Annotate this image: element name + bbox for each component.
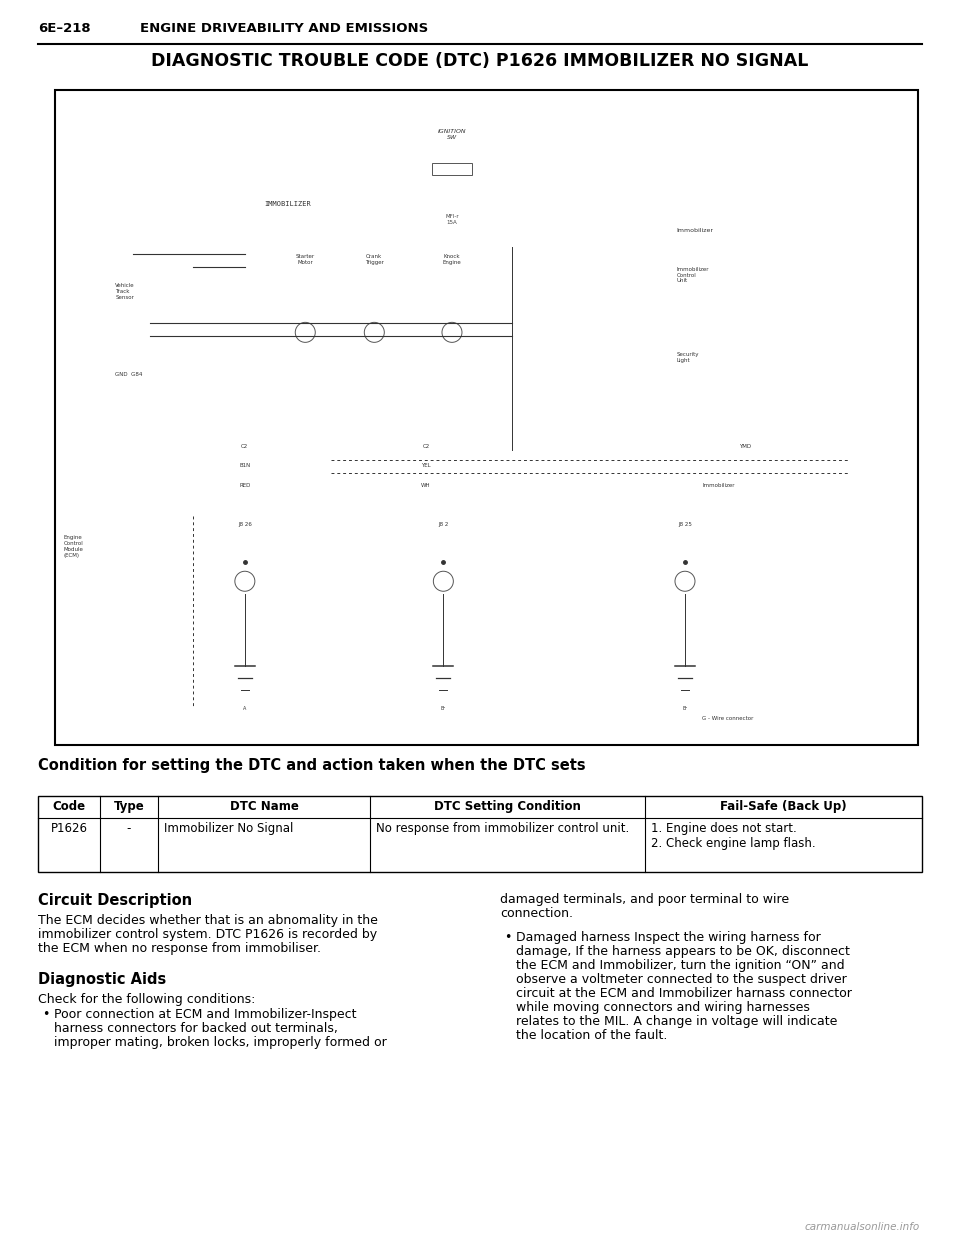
Text: Diagnostic Aids: Diagnostic Aids xyxy=(38,972,166,987)
Text: GND  G84: GND G84 xyxy=(115,371,143,376)
Text: No response from immobilizer control unit.: No response from immobilizer control uni… xyxy=(376,822,629,835)
Text: DTC Name: DTC Name xyxy=(229,800,299,814)
Text: B¹: B¹ xyxy=(683,705,687,710)
Text: Type: Type xyxy=(113,800,144,814)
Text: Starter
Motor: Starter Motor xyxy=(296,253,315,265)
Text: •: • xyxy=(42,1009,49,1021)
Text: B¹: B¹ xyxy=(441,705,446,710)
Text: relates to the MIL. A change in voltage will indicate: relates to the MIL. A change in voltage … xyxy=(516,1015,837,1028)
Bar xyxy=(38,796,922,872)
Text: Damaged harness Inspect the wiring harness for: Damaged harness Inspect the wiring harne… xyxy=(516,932,821,944)
Text: C2: C2 xyxy=(241,443,249,448)
Text: circuit at the ECM and Immobilizer harnass connector: circuit at the ECM and Immobilizer harna… xyxy=(516,987,852,1000)
Text: G - Wire connector: G - Wire connector xyxy=(703,715,754,720)
Text: Immobilizer
Control
Unit: Immobilizer Control Unit xyxy=(677,267,708,283)
Text: the location of the fault.: the location of the fault. xyxy=(516,1030,667,1042)
Text: 6E–218: 6E–218 xyxy=(38,22,90,35)
Text: P1626: P1626 xyxy=(51,822,87,835)
Text: the ECM when no response from immobiliser.: the ECM when no response from immobilise… xyxy=(38,941,321,955)
Text: Knock
Engine: Knock Engine xyxy=(443,253,462,265)
Text: ENGINE DRIVEABILITY AND EMISSIONS: ENGINE DRIVEABILITY AND EMISSIONS xyxy=(140,22,428,35)
Text: YEL: YEL xyxy=(421,463,431,468)
Text: connection.: connection. xyxy=(500,907,573,920)
Text: Fail-Safe (Back Up): Fail-Safe (Back Up) xyxy=(720,800,847,814)
Text: Vehicle
Track
Sensor: Vehicle Track Sensor xyxy=(115,283,135,299)
Text: YMD: YMD xyxy=(739,443,752,448)
Text: •: • xyxy=(504,932,512,944)
Text: RED: RED xyxy=(239,483,251,488)
Text: A: A xyxy=(243,705,247,710)
Text: Code: Code xyxy=(53,800,85,814)
Text: DIAGNOSTIC TROUBLE CODE (DTC) P1626 IMMOBILIZER NO SIGNAL: DIAGNOSTIC TROUBLE CODE (DTC) P1626 IMMO… xyxy=(152,52,808,70)
Text: J8 26: J8 26 xyxy=(238,523,252,528)
Text: carmanualsonline.info: carmanualsonline.info xyxy=(804,1222,920,1232)
Text: observe a voltmeter connected to the suspect driver: observe a voltmeter connected to the sus… xyxy=(516,972,847,986)
Text: Crank
Trigger: Crank Trigger xyxy=(365,253,384,265)
Text: Check for the following conditions:: Check for the following conditions: xyxy=(38,994,255,1006)
Text: Condition for setting the DTC and action taken when the DTC sets: Condition for setting the DTC and action… xyxy=(38,758,586,773)
Text: while moving connectors and wiring harnesses: while moving connectors and wiring harne… xyxy=(516,1001,810,1013)
Text: WH: WH xyxy=(421,483,431,488)
Text: Immobilizer: Immobilizer xyxy=(677,227,713,232)
Text: damage, If the harness appears to be OK, disconnect: damage, If the harness appears to be OK,… xyxy=(516,945,850,958)
Text: IGNITION
SW: IGNITION SW xyxy=(438,129,467,140)
Text: IMMOBILIZER: IMMOBILIZER xyxy=(265,201,311,207)
Text: 1. Engine does not start.
2. Check engine lamp flash.: 1. Engine does not start. 2. Check engin… xyxy=(651,822,816,850)
Bar xyxy=(432,163,472,175)
Text: J8 2: J8 2 xyxy=(438,523,448,528)
Text: DTC Setting Condition: DTC Setting Condition xyxy=(434,800,581,814)
Text: Poor connection at ECM and Immobilizer-Inspect: Poor connection at ECM and Immobilizer-I… xyxy=(54,1009,356,1021)
Text: C2: C2 xyxy=(422,443,430,448)
Text: The ECM decides whether that is an abnomality in the: The ECM decides whether that is an abnom… xyxy=(38,914,378,927)
Text: immobilizer control system. DTC P1626 is recorded by: immobilizer control system. DTC P1626 is… xyxy=(38,928,377,941)
Text: -: - xyxy=(127,822,132,835)
Text: the ECM and Immobilizer, turn the ignition “ON” and: the ECM and Immobilizer, turn the igniti… xyxy=(516,959,845,972)
Text: damaged terminals, and poor terminal to wire: damaged terminals, and poor terminal to … xyxy=(500,893,789,905)
Bar xyxy=(55,89,918,745)
Text: MFI-r
15A: MFI-r 15A xyxy=(445,215,459,225)
Text: Immobilizer: Immobilizer xyxy=(703,483,734,488)
Text: Engine
Control
Module
(ECM): Engine Control Module (ECM) xyxy=(63,535,84,558)
Text: Circuit Description: Circuit Description xyxy=(38,893,192,908)
Text: J8 25: J8 25 xyxy=(678,523,692,528)
Text: Immobilizer No Signal: Immobilizer No Signal xyxy=(164,822,294,835)
Text: harness connectors for backed out terminals,: harness connectors for backed out termin… xyxy=(54,1022,338,1035)
Text: B1N: B1N xyxy=(239,463,251,468)
Text: improper mating, broken locks, improperly formed or: improper mating, broken locks, improperl… xyxy=(54,1036,387,1049)
Text: Security
Light: Security Light xyxy=(677,351,699,363)
